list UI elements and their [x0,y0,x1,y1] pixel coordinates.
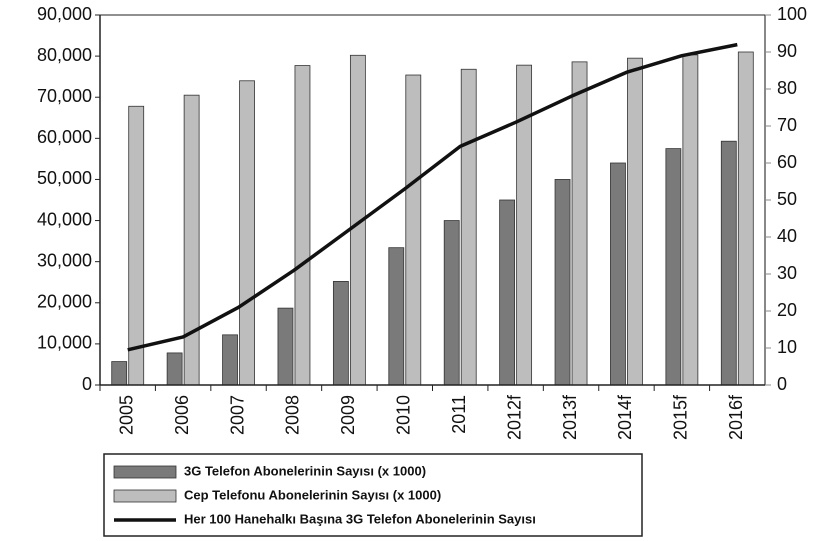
y2-tick-label: 70 [777,115,797,135]
x-tick-label: 2011 [449,395,469,434]
x-tick-label: 2012f [504,394,524,440]
y-tick-label: 50,000 [37,168,92,188]
y-tick-label: 30,000 [37,250,92,270]
bar [405,74,422,386]
y2-tick-label: 10 [777,337,797,357]
x-tick-label: 2009 [338,395,358,435]
bar [720,140,737,386]
y-tick-label: 90,000 [37,4,92,24]
bar [388,247,405,386]
bar [627,57,643,386]
x-tick-label: 2010 [394,395,414,435]
y2-tick-label: 40 [777,226,797,246]
bar [610,162,626,386]
y-tick-label: 0 [82,374,92,394]
bar [516,64,533,386]
bar [460,68,477,386]
bar [554,179,571,386]
y2-tick-label: 0 [777,374,787,394]
y2-tick-label: 30 [777,263,797,283]
legend-swatch [113,489,177,503]
x-tick-label: 2008 [283,395,303,435]
bar [222,334,238,386]
y-tick-label: 40,000 [37,209,92,229]
bar [737,51,754,386]
x-tick-label: 2014f [615,394,635,440]
bar [239,80,255,386]
legend-label: 3G Telefon Abonelerinin Sayısı (x 1000) [184,463,426,478]
x-tick-label: 2013f [560,394,580,440]
y-tick-label: 70,000 [37,86,92,106]
y2-tick-label: 60 [777,152,797,172]
legend-box [103,453,643,537]
x-tick-label: 2007 [227,395,247,435]
y-tick-label: 20,000 [37,292,92,312]
bar [665,148,682,386]
bar [128,105,145,386]
bar [166,352,183,386]
y-tick-label: 60,000 [37,127,92,147]
legend-label: Her 100 Hanehalkı Başına 3G Telefon Abon… [184,511,536,526]
legend-label: Cep Telefonu Abonelerinin Sayısı (x 1000… [184,487,441,502]
bar [443,220,460,386]
y2-tick-label: 80 [777,78,797,98]
bar [277,307,294,386]
bar [571,61,588,386]
bar [183,94,200,386]
y-tick-label: 80,000 [37,45,92,65]
x-tick-label: 2006 [172,395,192,435]
legend-swatch [113,465,177,479]
y2-tick-label: 100 [777,4,807,24]
y2-tick-label: 90 [777,41,797,61]
bar [111,361,128,386]
x-tick-label: 2005 [116,395,136,435]
y-tick-label: 10,000 [37,333,92,353]
y2-tick-label: 50 [777,189,797,209]
x-tick-label: 2015f [671,394,691,440]
bar [294,65,311,386]
line [127,42,738,352]
y2-tick-label: 20 [777,300,797,320]
bar [682,54,699,386]
x-tick-label: 2016f [726,394,746,440]
bar [499,199,516,386]
bar [332,280,349,386]
